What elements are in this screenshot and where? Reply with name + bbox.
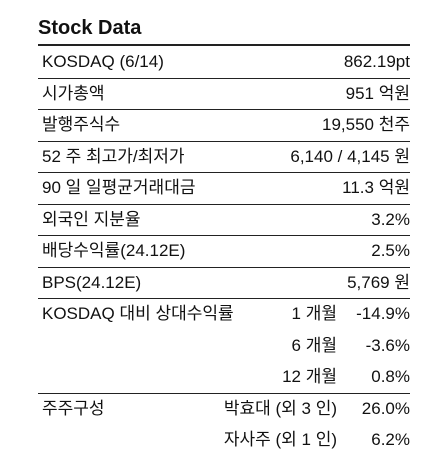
row-label: 발행주식수 — [42, 115, 121, 134]
title: Stock Data — [38, 17, 142, 39]
period: 1 개월 — [291, 304, 337, 323]
holder-value: 6.2% — [371, 430, 410, 449]
row-label: 주주구성 — [42, 398, 105, 418]
row-value: 19,550 천주 — [322, 115, 410, 134]
row-label: 52 주 최고가/최저가 — [42, 146, 185, 166]
holder-value: 26.0% — [361, 398, 410, 418]
row-value: 6,140 / 4,145 원 — [290, 146, 410, 166]
rule — [38, 77, 410, 79]
period: 6 개월 — [291, 335, 337, 355]
rule — [38, 266, 410, 268]
rule — [38, 172, 410, 173]
row-label: 배당수익률(24.12E) — [42, 241, 186, 260]
row-label: BPS(24.12E) — [42, 272, 142, 292]
row-value: 862.19pt — [343, 52, 410, 71]
period-value: -14.9% — [356, 304, 410, 323]
rule — [38, 140, 410, 142]
row-value: 5,769 원 — [347, 272, 410, 292]
rule — [38, 392, 410, 394]
period: 12 개월 — [282, 367, 337, 386]
row-value: 3.2% — [371, 209, 410, 229]
holder-name: 박효대 (외 3 인) — [223, 398, 337, 418]
row-label: 시가총액 — [42, 83, 105, 103]
rule — [38, 298, 410, 299]
row-label: 90 일 일평균거래대금 — [42, 178, 196, 197]
period-value: -3.6% — [365, 335, 410, 355]
rule — [38, 203, 410, 205]
row-value: 2.5% — [371, 241, 410, 260]
row-label: KOSDAQ 대비 상대수익률 — [42, 304, 234, 323]
holder-name: 자사주 (외 1 인) — [223, 430, 337, 449]
period-value: 0.8% — [371, 367, 410, 386]
rule — [38, 109, 410, 110]
rule — [38, 235, 410, 236]
row-label: KOSDAQ (6/14) — [42, 52, 164, 71]
row-label: 외국인 지분율 — [42, 209, 141, 229]
row-value: 11.3 억원 — [342, 178, 410, 197]
row-value: 951 억원 — [345, 83, 410, 103]
rule-thick — [38, 44, 410, 46]
